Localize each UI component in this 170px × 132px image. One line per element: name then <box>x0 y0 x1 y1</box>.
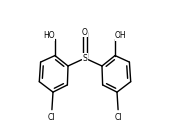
Text: Cl: Cl <box>48 113 55 122</box>
Text: O: O <box>82 28 88 37</box>
Text: HO: HO <box>43 31 55 41</box>
Text: Cl: Cl <box>115 113 122 122</box>
Text: S: S <box>83 54 87 63</box>
Text: OH: OH <box>115 31 127 41</box>
